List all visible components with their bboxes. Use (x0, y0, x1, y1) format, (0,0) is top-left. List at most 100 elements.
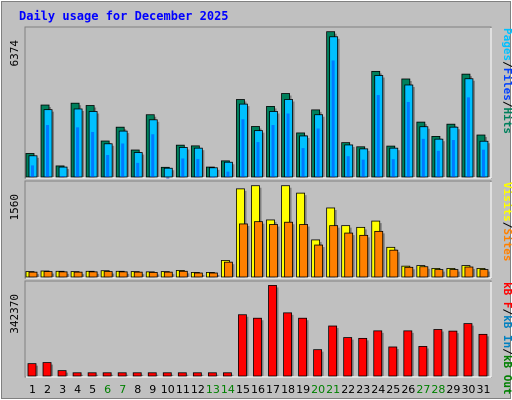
kb-bar (298, 317, 307, 377)
sites-bar (43, 271, 53, 278)
files-bar (241, 119, 245, 177)
kb-bar (328, 325, 338, 377)
files-bar (466, 97, 470, 177)
sites-bar (163, 271, 173, 278)
kb-bar (238, 314, 247, 377)
kb-bar (72, 372, 82, 377)
y-axis-max-label: 6374 (8, 40, 21, 67)
sites-bar (103, 271, 113, 278)
legend-entry: kB F (501, 282, 512, 309)
sites-bar (404, 266, 414, 278)
sites-bar (208, 272, 218, 278)
pages-bar (208, 167, 218, 178)
legend-entry: Hits (501, 108, 512, 135)
sites-bar (299, 224, 308, 278)
kb-bar (117, 372, 127, 377)
legend: kB F/kB In/kB Out (501, 282, 512, 395)
files-bar (61, 176, 65, 178)
day-label: 4 (74, 383, 81, 396)
sites-bar (193, 272, 203, 278)
files-bar (256, 142, 260, 177)
files-bar (76, 127, 80, 177)
kb-bar (147, 372, 157, 377)
files-bar (391, 159, 395, 177)
files-bar (31, 165, 34, 177)
pages-bar (58, 166, 68, 178)
sites-bar (284, 221, 293, 278)
sites-bar (434, 269, 444, 278)
day-label: 22 (341, 383, 355, 396)
sites-bar (374, 230, 384, 278)
day-label: 21 (326, 383, 340, 396)
day-label: 3 (59, 383, 66, 396)
files-bar (151, 134, 155, 177)
day-label: 26 (401, 383, 415, 396)
sites-bar (269, 224, 278, 278)
day-label: 19 (296, 383, 310, 396)
sites-bar (28, 271, 38, 278)
day-label: 23 (356, 383, 370, 396)
day-label: 5 (89, 383, 96, 396)
files-bar (451, 140, 455, 177)
kb-bar (478, 333, 488, 377)
day-label: 31 (476, 383, 490, 396)
sites-bar (178, 270, 188, 278)
kb-bar (27, 363, 37, 377)
sites-bar (148, 272, 158, 278)
sites-bar (464, 266, 474, 278)
day-label: 13 (206, 383, 220, 396)
files-bar (121, 143, 125, 177)
legend-entry: Files (501, 68, 512, 101)
files-bar (91, 131, 95, 177)
sites-bar (239, 223, 248, 278)
day-label: 7 (119, 383, 126, 396)
files-bar (106, 155, 110, 177)
kb-bar (418, 346, 428, 377)
kb-bar (388, 346, 398, 377)
pages-bar (163, 167, 173, 178)
day-label: 11 (176, 383, 190, 396)
legend-entry: / (501, 222, 512, 229)
files-bar (316, 128, 320, 177)
kb-bar (283, 312, 292, 377)
files-bar (406, 101, 410, 177)
chart-title: Daily usage for December 2025 (19, 9, 229, 23)
legend-entry: Visits (501, 182, 512, 222)
legend-entry: / (501, 101, 512, 108)
day-label: 10 (161, 383, 175, 396)
kb-bar (57, 370, 67, 377)
kb-bar (268, 285, 277, 377)
files-bar (46, 125, 50, 177)
legend-entry: / (501, 348, 512, 355)
files-bar (196, 158, 200, 177)
sites-bar (224, 261, 233, 278)
kb-bar (448, 330, 458, 377)
files-bar (136, 162, 140, 177)
sites-bar (449, 269, 459, 278)
day-label: 17 (266, 383, 280, 396)
day-label: 6 (104, 383, 111, 396)
files-bar (346, 156, 350, 177)
legend: Visits/Sites (501, 182, 512, 262)
day-label: 1 (29, 383, 36, 396)
files-bar (481, 149, 485, 177)
files-bar (226, 171, 230, 177)
day-label: 24 (371, 383, 385, 396)
kb-bar (403, 330, 413, 377)
day-label: 18 (281, 383, 295, 396)
day-label: 14 (221, 383, 235, 396)
day-label: 12 (191, 383, 205, 396)
sites-bar (389, 249, 399, 278)
kb-bar (207, 372, 217, 377)
legend-entry: / (501, 61, 512, 68)
legend-entry: Pages (501, 28, 512, 61)
kb-bar (177, 372, 187, 377)
day-label: 28 (431, 383, 445, 396)
day-label: 30 (461, 383, 475, 396)
day-label: 9 (149, 383, 156, 396)
sites-bar (118, 271, 128, 278)
files-bar (421, 138, 425, 177)
